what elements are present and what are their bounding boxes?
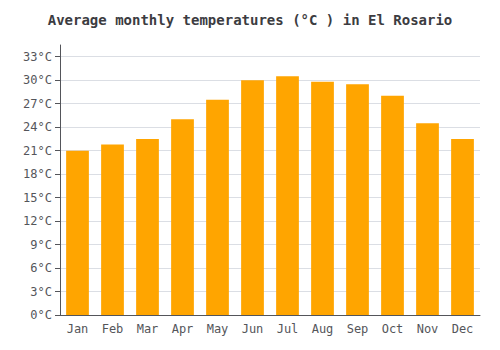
svg-text:Aug: Aug: [312, 322, 334, 336]
svg-text:24°C: 24°C: [23, 120, 52, 134]
svg-text:Dec: Dec: [452, 322, 474, 336]
svg-text:Feb: Feb: [102, 322, 124, 336]
svg-text:0°C: 0°C: [30, 308, 52, 322]
svg-text:Mar: Mar: [137, 322, 159, 336]
svg-text:May: May: [207, 322, 229, 336]
svg-text:33°C: 33°C: [23, 50, 52, 64]
svg-text:Jun: Jun: [242, 322, 264, 336]
svg-text:Jan: Jan: [67, 322, 89, 336]
svg-text:18°C: 18°C: [23, 167, 52, 181]
svg-text:3°C: 3°C: [30, 285, 52, 299]
svg-text:Oct: Oct: [382, 322, 404, 336]
svg-text:Nov: Nov: [417, 322, 439, 336]
svg-text:6°C: 6°C: [30, 261, 52, 275]
svg-text:21°C: 21°C: [23, 144, 52, 158]
svg-text:Apr: Apr: [172, 322, 194, 336]
svg-text:27°C: 27°C: [23, 97, 52, 111]
svg-text:15°C: 15°C: [23, 191, 52, 205]
svg-text:Jul: Jul: [277, 322, 299, 336]
svg-text:Sep: Sep: [347, 322, 369, 336]
svg-text:9°C: 9°C: [30, 238, 52, 252]
svg-text:12°C: 12°C: [23, 214, 52, 228]
svg-text:Average monthly temperatures (: Average monthly temperatures (°C ) in El…: [48, 12, 453, 28]
svg-text:30°C: 30°C: [23, 73, 52, 87]
